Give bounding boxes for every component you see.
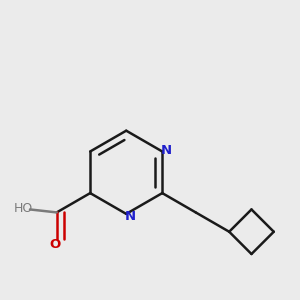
Text: N: N xyxy=(160,143,172,157)
Text: N: N xyxy=(124,210,136,223)
Text: O: O xyxy=(50,238,61,251)
Text: HO: HO xyxy=(14,202,33,215)
